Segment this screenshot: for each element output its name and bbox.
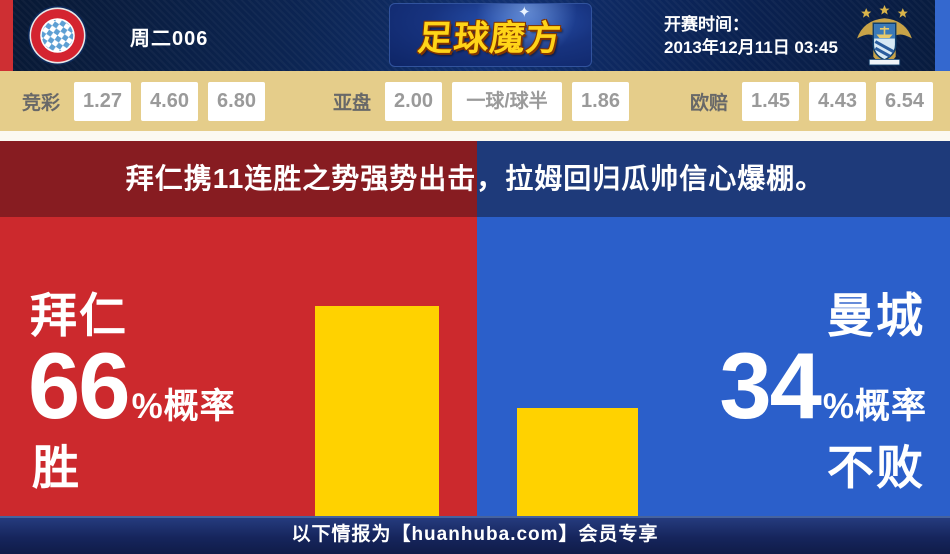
prediction-panel: 拜仁 66 %概率 胜 曼城 34 %概率 不败 — [0, 217, 950, 516]
odds-value-oupei-draw[interactable]: 4.43 — [809, 81, 867, 121]
odds-bar: 竞彩 1.27 4.60 6.80 亚盘 2.00 一球/球半 1.86 欧赔 … — [0, 71, 950, 131]
away-percent-value: 34 — [719, 333, 822, 438]
sparkle-icon: ✦ — [518, 4, 531, 21]
home-probability-bar — [315, 306, 439, 516]
site-logo-text: 足球魔方 — [416, 18, 564, 58]
odds-value-oupei-home[interactable]: 1.45 — [742, 81, 800, 121]
headline-bg-home — [0, 141, 477, 217]
odds-label-yapan: 亚盘 — [333, 92, 372, 114]
home-outcome: 胜 — [32, 441, 81, 494]
away-percent-suffix: %概率 — [822, 387, 927, 426]
footer-bar: 以下情报为【huanhuba.com】会员专享 — [0, 516, 950, 554]
kickoff-label: 开赛时间： — [664, 15, 749, 34]
kickoff-time-block: 开赛时间： 2013年12月11日 03:45 — [664, 13, 838, 59]
headline-text: 拜仁携11连胜之势强势出击，拉姆回归瓜帅信心爆棚。 — [125, 163, 825, 194]
away-percent-row: 34 %概率 — [719, 339, 927, 433]
home-percent-row: 66 %概率 — [28, 339, 236, 433]
manchester-city-crest-icon — [853, 4, 916, 72]
away-outcome: 不败 — [827, 441, 925, 494]
match-number: 周二006 — [130, 28, 209, 50]
home-accent-strip — [0, 0, 13, 71]
headline-band: 拜仁携11连胜之势强势出击，拉姆回归瓜帅信心爆棚。 — [0, 141, 950, 217]
away-team-name: 曼城 — [827, 289, 925, 342]
odds-value-jingcai-home[interactable]: 1.27 — [74, 81, 132, 121]
odds-group-oupei: 欧赔 1.45 4.43 6.54 — [690, 71, 934, 131]
footer-text: 以下情报为【huanhuba.com】会员专享 — [291, 524, 659, 545]
odds-value-yapan-away[interactable]: 1.86 — [572, 81, 630, 121]
home-team-name: 拜仁 — [30, 289, 128, 342]
odds-value-oupei-away[interactable]: 6.54 — [876, 81, 934, 121]
logo-flare — [390, 4, 591, 66]
odds-group-yapan: 亚盘 2.00 一球/球半 1.86 — [333, 71, 630, 131]
odds-label-oupei: 欧赔 — [690, 92, 729, 114]
away-probability-bar — [517, 408, 638, 516]
odds-label-jingcai: 竞彩 — [22, 92, 61, 114]
divider-strip — [0, 131, 950, 141]
header-bar: 周二006 ✦ 足球魔方 开赛时间： 2013年12月11日 03:45 — [0, 0, 950, 71]
home-percent-value: 66 — [28, 333, 131, 438]
home-percent-suffix: %概率 — [131, 387, 236, 426]
odds-value-yapan-home[interactable]: 2.00 — [385, 81, 443, 121]
away-accent-strip — [935, 0, 950, 71]
odds-group-jingcai: 竞彩 1.27 4.60 6.80 — [22, 71, 266, 131]
odds-value-jingcai-draw[interactable]: 4.60 — [141, 81, 199, 121]
kickoff-time: 2013年12月11日 03:45 — [664, 38, 838, 57]
headline-bg-away — [477, 141, 950, 217]
fc-bayern-crest-icon — [27, 5, 88, 71]
site-logo-panel: ✦ 足球魔方 — [389, 3, 592, 67]
odds-value-yapan-handicap[interactable]: 一球/球半 — [452, 81, 563, 121]
odds-value-jingcai-away[interactable]: 6.80 — [208, 81, 266, 121]
